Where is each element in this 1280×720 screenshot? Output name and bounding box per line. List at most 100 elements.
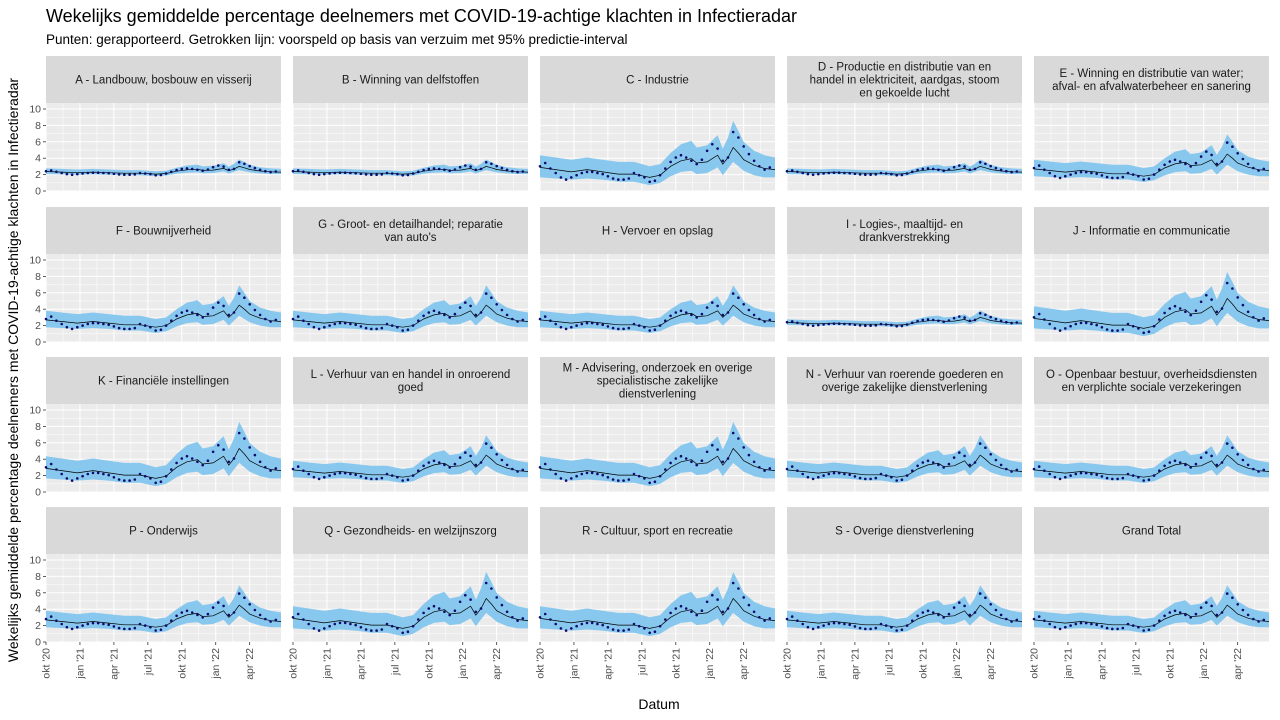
reported-point <box>1210 604 1213 608</box>
reported-point <box>312 325 316 329</box>
reported-point <box>1215 463 1219 467</box>
reported-point <box>417 170 420 174</box>
reported-point <box>55 170 58 174</box>
reported-point <box>370 327 373 331</box>
reported-point <box>1053 475 1057 479</box>
reported-point <box>180 311 184 314</box>
facet-label: goed <box>398 382 424 394</box>
reported-point <box>601 623 604 627</box>
reported-point <box>763 619 766 622</box>
reported-point <box>921 318 925 322</box>
reported-point <box>443 463 446 467</box>
reported-point <box>448 613 452 617</box>
reported-point <box>65 477 69 480</box>
reported-point <box>458 456 462 459</box>
reported-point <box>385 472 389 476</box>
reported-point <box>669 461 672 465</box>
reported-point <box>511 616 514 619</box>
y-tick-label: 8 <box>35 421 41 433</box>
reported-point <box>76 477 79 480</box>
reported-point <box>521 170 525 173</box>
reported-point <box>879 322 883 326</box>
reported-point <box>422 168 425 172</box>
reported-point <box>55 619 58 622</box>
x-tick-label: jan '21 <box>1062 648 1074 680</box>
reported-point <box>942 169 945 172</box>
x-tick-label: jan '22 <box>457 648 469 680</box>
predicted-line <box>1033 454 1270 478</box>
reported-point <box>443 168 446 172</box>
reported-point <box>1173 304 1177 308</box>
reported-point <box>196 460 199 464</box>
reported-point <box>1116 477 1119 481</box>
reported-point <box>1064 475 1067 479</box>
reported-point <box>601 473 604 477</box>
reported-point <box>700 609 704 612</box>
x-tick-label: jul '21 <box>389 648 401 676</box>
reported-point <box>364 326 368 330</box>
reported-point <box>916 319 919 323</box>
reported-point <box>742 145 745 148</box>
reported-point <box>123 327 126 331</box>
reported-point <box>590 621 594 625</box>
reported-point <box>390 624 394 628</box>
reported-point <box>627 177 631 180</box>
reported-point <box>543 462 547 466</box>
reported-point <box>801 171 804 175</box>
reported-point <box>1111 176 1114 180</box>
reported-point <box>469 304 472 308</box>
reported-point <box>474 313 478 317</box>
reported-point <box>81 624 84 627</box>
reported-point <box>1152 324 1156 328</box>
reported-point <box>817 323 820 327</box>
reported-point <box>490 162 493 166</box>
reported-point <box>411 172 415 175</box>
reported-point <box>705 149 709 153</box>
reported-point <box>606 175 610 178</box>
reported-point <box>690 313 693 317</box>
reported-point <box>505 610 509 614</box>
reported-point <box>154 329 157 332</box>
reported-point <box>1178 160 1182 163</box>
x-tick-label: jul '21 <box>1130 648 1142 676</box>
reported-point <box>664 167 667 170</box>
reported-point <box>984 162 987 166</box>
reported-point <box>76 625 79 629</box>
x-tick-label: apr '21 <box>1096 648 1108 680</box>
reported-point <box>411 624 415 628</box>
reported-point <box>763 469 766 472</box>
predicted-line <box>539 146 776 178</box>
y-tick-label: 2 <box>35 470 41 482</box>
reported-point <box>905 323 909 326</box>
reported-point <box>705 306 709 309</box>
reported-point <box>196 613 199 617</box>
x-tick-label: jul '21 <box>142 648 154 676</box>
reported-point <box>1246 613 1250 617</box>
reported-point <box>422 611 425 615</box>
reported-point <box>590 170 594 174</box>
reported-point <box>70 479 74 482</box>
reported-point <box>237 431 241 435</box>
reported-point <box>679 454 683 458</box>
reported-point <box>742 596 745 599</box>
y-tick-label: 4 <box>35 604 41 616</box>
reported-point <box>1116 176 1119 180</box>
reported-point <box>107 171 110 175</box>
reported-point <box>747 152 751 156</box>
reported-point <box>796 619 799 622</box>
reported-point <box>1126 171 1130 175</box>
reported-point <box>359 325 363 328</box>
reported-point <box>1163 464 1166 468</box>
reported-point <box>307 472 311 476</box>
reported-point <box>1236 453 1239 456</box>
reported-point <box>401 631 405 635</box>
reported-point <box>1095 473 1098 477</box>
reported-point <box>695 463 698 467</box>
facet-label: handel in elektriciteit, aardgas, stoom <box>810 75 1000 87</box>
reported-point <box>1079 170 1083 174</box>
reported-point <box>869 324 872 328</box>
reported-point <box>679 153 683 157</box>
reported-point <box>658 324 662 327</box>
reported-point <box>752 610 756 614</box>
reported-point <box>505 463 509 467</box>
